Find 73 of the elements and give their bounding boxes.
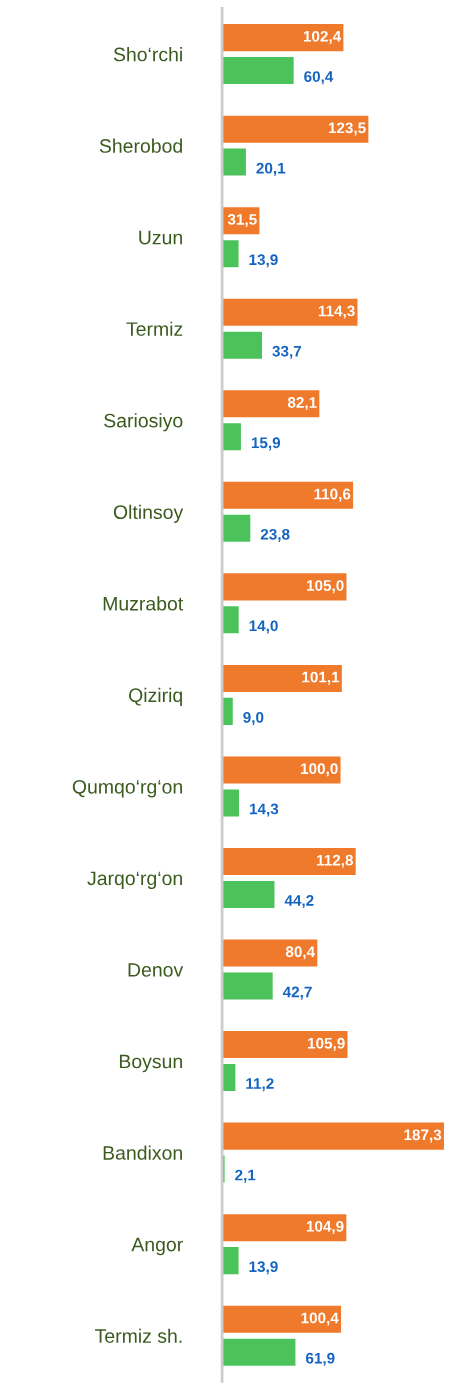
y-tick-label: Termiz sh. bbox=[95, 1328, 182, 1343]
y-tick-label: Bandixon bbox=[103, 1145, 182, 1160]
data-label: 20,1 bbox=[256, 162, 286, 176]
data-label: 13,9 bbox=[249, 1261, 278, 1275]
data-label: 105,9 bbox=[308, 1037, 345, 1051]
data-label: 60,4 bbox=[304, 71, 334, 85]
data-label: 44,2 bbox=[284, 895, 314, 909]
bar bbox=[222, 240, 239, 268]
data-label: 110,6 bbox=[314, 488, 351, 502]
data-label: 187,3 bbox=[404, 1129, 442, 1143]
bar bbox=[222, 298, 358, 326]
data-label: 112,8 bbox=[317, 854, 354, 868]
data-label: 42,7 bbox=[282, 986, 312, 1000]
data-label: 101,1 bbox=[302, 671, 340, 685]
data-label: 15,9 bbox=[251, 437, 281, 451]
data-label: 14,3 bbox=[249, 803, 279, 817]
bar bbox=[222, 789, 240, 817]
bar bbox=[222, 331, 263, 359]
data-label: 31,5 bbox=[227, 213, 257, 228]
data-label: 100,4 bbox=[301, 1312, 339, 1326]
data-label: 13,9 bbox=[249, 254, 278, 268]
y-tick-label: Angor bbox=[131, 1237, 183, 1256]
y-tick-label: Boysun bbox=[119, 1054, 182, 1073]
bar bbox=[222, 390, 320, 418]
y-tick-label: Muzrabot bbox=[103, 596, 184, 611]
bar bbox=[222, 1214, 347, 1242]
data-label: 9,0 bbox=[243, 711, 264, 725]
bar bbox=[222, 1338, 296, 1366]
data-label: 61,9 bbox=[305, 1352, 335, 1366]
bar bbox=[222, 972, 273, 1000]
bar bbox=[222, 423, 241, 451]
y-tick-label: Oltinsoy bbox=[113, 504, 184, 523]
bar bbox=[222, 664, 342, 692]
bar bbox=[222, 847, 356, 876]
bar bbox=[222, 514, 251, 542]
bar bbox=[222, 939, 318, 967]
data-label: 2,1 bbox=[235, 1169, 256, 1183]
y-tick-label: Qumqo‘rg‘on bbox=[72, 779, 182, 798]
data-label: 114,3 bbox=[318, 305, 355, 319]
bar bbox=[222, 1247, 239, 1275]
data-label: 14,0 bbox=[249, 620, 278, 634]
y-tick-label: Jarqo‘rg‘on bbox=[87, 871, 182, 890]
bar bbox=[222, 481, 354, 509]
data-label: 80,4 bbox=[285, 946, 316, 960]
bar bbox=[222, 573, 347, 601]
bar bbox=[222, 880, 275, 908]
bar bbox=[222, 1064, 236, 1092]
y-tick-label: Sariosiyo bbox=[104, 413, 183, 432]
data-label: 33,7 bbox=[272, 345, 302, 359]
bar bbox=[222, 697, 233, 725]
data-label: 82,1 bbox=[287, 397, 317, 411]
data-label: 123,5 bbox=[328, 122, 366, 136]
bar bbox=[222, 148, 246, 176]
y-tick-label: Sho‘rchi bbox=[113, 47, 182, 62]
data-label: 11,2 bbox=[246, 1078, 274, 1092]
bar bbox=[222, 57, 294, 85]
y-tick-label: Termiz bbox=[126, 321, 183, 336]
bar bbox=[222, 24, 344, 52]
bar bbox=[222, 1122, 444, 1150]
y-tick-label: Qiziriq bbox=[129, 687, 182, 706]
data-label: 104,9 bbox=[306, 1220, 344, 1234]
bar bbox=[222, 115, 369, 143]
data-label: 23,8 bbox=[260, 528, 290, 542]
data-label: 100,0 bbox=[301, 763, 338, 777]
bar bbox=[222, 756, 341, 784]
data-label: 102,4 bbox=[303, 30, 342, 44]
y-tick-label: Uzun bbox=[139, 230, 182, 245]
y-tick-label: Sherobod bbox=[99, 138, 182, 153]
bar bbox=[222, 1031, 348, 1059]
y-tick-label: Denov bbox=[128, 963, 184, 977]
bar bbox=[222, 1305, 342, 1333]
data-label: 105,0 bbox=[306, 580, 344, 594]
bar bbox=[222, 606, 239, 634]
